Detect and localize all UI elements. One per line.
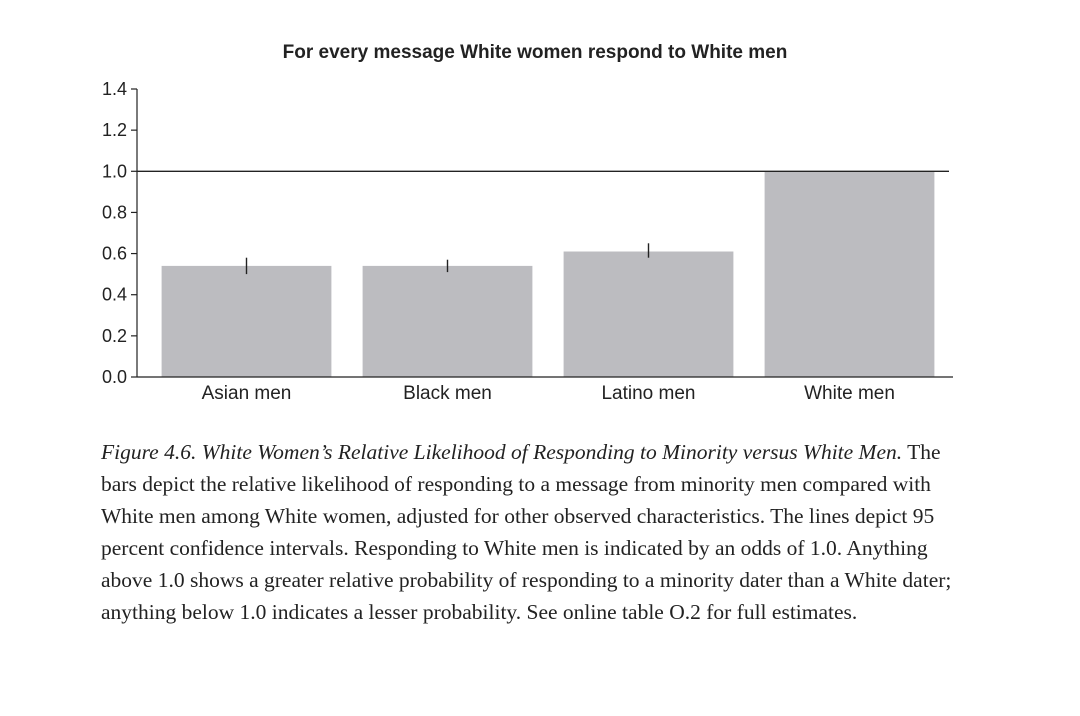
x-tick-label: White men: [804, 383, 895, 404]
x-tick-label: Latino men: [601, 383, 695, 404]
figure-caption: Figure 4.6. White Women’s Relative Likel…: [101, 436, 961, 628]
bar-black-men: [362, 265, 533, 377]
bars-layer: [161, 171, 935, 377]
y-tick-label: 0.6: [102, 244, 127, 264]
bar-chart: For every message White women respond to…: [102, 42, 953, 404]
y-tick-label: 0.8: [102, 202, 127, 222]
bar-asian-men: [161, 265, 332, 377]
y-tick-label: 0.0: [102, 367, 127, 387]
labels-layer: Asian men Black men Latino men White men 0.0…: [102, 79, 895, 404]
caption-text: The bars depict the relative likelihood …: [101, 440, 952, 624]
y-tick-label: 1.2: [102, 120, 127, 140]
bar-white-men: [764, 171, 935, 377]
chart-title: For every message White women respond to…: [283, 42, 788, 63]
x-tick-label: Black men: [403, 383, 492, 404]
axes-layer: [131, 88, 953, 378]
y-tick-label: 1.4: [102, 79, 127, 99]
bar-latino-men: [563, 251, 734, 377]
y-tick-label: 0.4: [102, 285, 127, 305]
figure-label: Figure 4.6. White Women’s Relative Likel…: [101, 440, 903, 464]
y-tick-label: 1.0: [102, 161, 127, 181]
x-tick-label: Asian men: [202, 383, 292, 404]
y-tick-label: 0.2: [102, 326, 127, 346]
